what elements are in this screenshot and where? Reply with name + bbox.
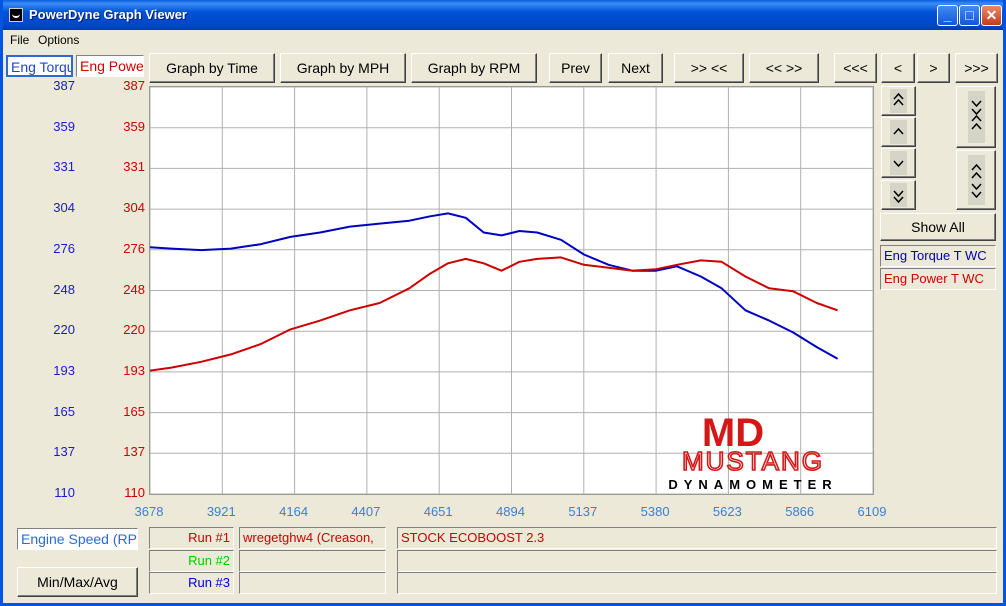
double-down-icon[interactable] <box>881 180 916 210</box>
scroll-first-button[interactable]: <<< <box>834 53 877 83</box>
x-tick: 4651 <box>423 504 453 519</box>
title-bar: PowerDyne Graph Viewer _ □ ✕ <box>3 0 1003 30</box>
x-tick: 6109 <box>857 504 887 519</box>
logo-md: MD <box>702 411 764 455</box>
y-tick-power: 331 <box>123 159 145 175</box>
zoom-out-button[interactable]: << >> <box>749 53 819 83</box>
y-tick-torque: 359 <box>53 118 75 134</box>
y-tick-torque: 193 <box>53 362 75 378</box>
run-1-label[interactable]: Run #1 <box>149 527 234 549</box>
y-tick-torque: 165 <box>53 403 75 419</box>
app-icon <box>9 8 23 22</box>
x-tick: 5866 <box>785 504 815 519</box>
window-title: PowerDyne Graph Viewer <box>29 7 187 22</box>
y-tick-torque: 137 <box>53 444 75 460</box>
x-tick: 5137 <box>568 504 598 519</box>
y-tick-power: 137 <box>123 444 145 460</box>
next-button[interactable]: Next <box>608 53 663 83</box>
y-tick-power: 220 <box>123 322 145 338</box>
maximize-icon[interactable]: □ <box>959 5 980 26</box>
series-line-torque <box>149 212 839 360</box>
scroll-last-button[interactable]: >>> <box>955 53 998 83</box>
plot-area[interactable] <box>149 86 874 495</box>
x-axis-channel-field[interactable]: Engine Speed (RP <box>17 528 138 550</box>
y-tick-power: 359 <box>123 118 145 134</box>
down-icon[interactable] <box>881 148 916 178</box>
y-tick-torque: 276 <box>53 240 75 256</box>
x-tick: 4407 <box>351 504 381 519</box>
legend-torque[interactable]: Eng Torque T WC <box>880 245 996 267</box>
y-tick-torque: 304 <box>53 200 75 216</box>
min-max-avg-button[interactable]: Min/Max/Avg <box>17 567 138 597</box>
run-2-name[interactable] <box>239 550 386 572</box>
run-1-name[interactable]: wregetghw4 (Creason, <box>239 527 386 549</box>
y-tick-torque: 387 <box>53 78 75 93</box>
scroll-forward-button[interactable]: > <box>917 53 950 83</box>
zoom-in-button[interactable]: >> << <box>674 53 744 83</box>
x-tick: 3678 <box>134 504 164 519</box>
y-tick-power: 387 <box>123 78 145 93</box>
chart <box>149 86 874 495</box>
run-3-name[interactable] <box>239 572 386 594</box>
y-tick-power: 165 <box>123 403 145 419</box>
run-2-description[interactable] <box>397 550 997 572</box>
mustang-dynamometer-logo: MD MUSTANG DYNAMOMETER <box>668 411 837 492</box>
menu-options[interactable]: Options <box>38 33 80 47</box>
x-tick: 4164 <box>279 504 309 519</box>
y-tick-torque: 220 <box>53 322 75 338</box>
legend-power[interactable]: Eng Power T WC <box>880 268 996 290</box>
y-tick-torque: 248 <box>53 281 75 297</box>
y-tick-torque: 331 <box>53 159 75 175</box>
double-up-icon[interactable] <box>881 86 916 116</box>
legend: Eng Torque T WC Eng Power T WC <box>880 245 996 291</box>
tab-eng-torque[interactable]: Eng Torque <box>6 55 73 77</box>
y-tick-power: 304 <box>123 200 145 216</box>
graph-by-time-button[interactable]: Graph by Time <box>149 53 275 83</box>
run-3-label[interactable]: Run #3 <box>149 572 234 594</box>
logo-mustang: MUSTANG <box>682 446 824 476</box>
up-icon[interactable] <box>881 117 916 147</box>
y-tick-power: 193 <box>123 362 145 378</box>
x-tick: 4894 <box>496 504 525 519</box>
scroll-back-button[interactable]: < <box>881 53 915 83</box>
x-tick: 5380 <box>640 504 670 519</box>
run-2-label[interactable]: Run #2 <box>149 550 234 572</box>
prev-button[interactable]: Prev <box>549 53 602 83</box>
x-tick: 3921 <box>206 504 236 519</box>
graph-by-rpm-button[interactable]: Graph by RPM <box>411 53 537 83</box>
minimize-icon[interactable]: _ <box>937 5 958 26</box>
expand-icon[interactable] <box>956 86 996 148</box>
y-tick-power: 110 <box>124 485 145 500</box>
show-all-button[interactable]: Show All <box>880 213 996 241</box>
series-line-power <box>149 256 838 372</box>
y-tick-power: 248 <box>123 281 145 297</box>
y-tick-power: 276 <box>123 240 145 256</box>
graph-by-mph-button[interactable]: Graph by MPH <box>280 53 406 83</box>
run-3-description[interactable] <box>397 572 997 594</box>
menu-file[interactable]: File <box>10 33 30 47</box>
logo-dynamometer: DYNAMOMETER <box>668 477 837 492</box>
x-tick: 5623 <box>712 504 742 519</box>
menu-bar: File Options <box>3 30 1003 50</box>
run-1-description[interactable]: STOCK ECOBOOST 2.3 <box>397 527 997 549</box>
tab-eng-power[interactable]: Eng Power <box>76 55 144 77</box>
close-icon[interactable]: ✕ <box>981 5 1002 26</box>
collapse-icon[interactable] <box>956 150 996 210</box>
y-tick-torque: 110 <box>54 485 75 500</box>
